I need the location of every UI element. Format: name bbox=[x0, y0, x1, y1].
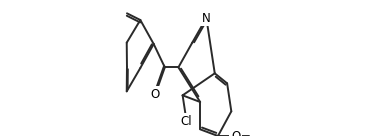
Text: O: O bbox=[231, 129, 240, 136]
Text: N: N bbox=[202, 12, 211, 24]
Text: Cl: Cl bbox=[181, 115, 192, 128]
Text: O: O bbox=[151, 87, 160, 101]
